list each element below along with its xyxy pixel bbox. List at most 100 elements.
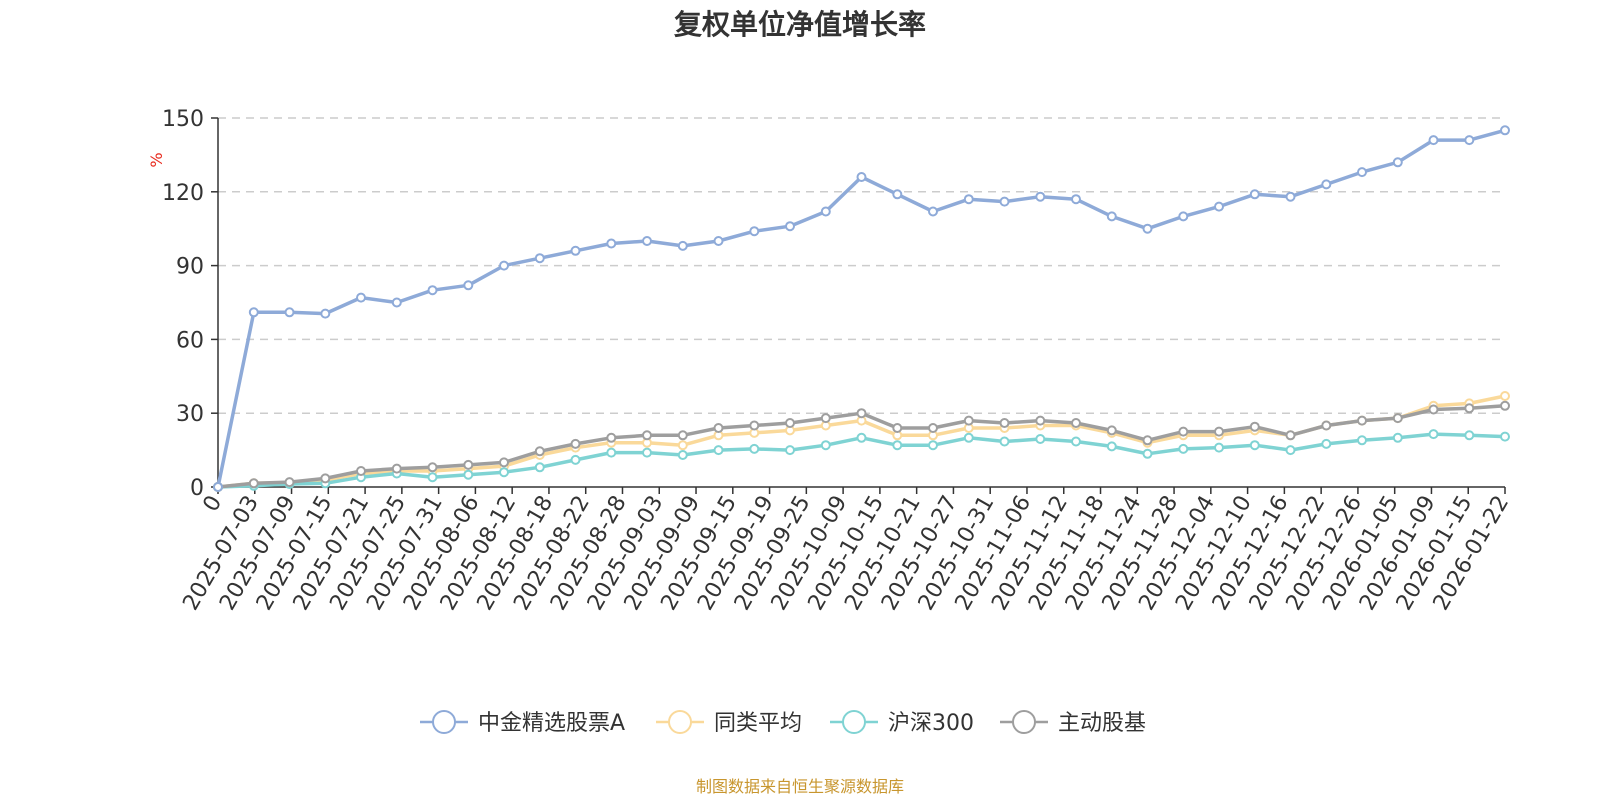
data-point bbox=[1249, 189, 1260, 200]
data-point bbox=[1071, 194, 1081, 205]
data-point bbox=[642, 236, 652, 246]
series-2 bbox=[213, 429, 1510, 492]
axes bbox=[217, 118, 1505, 488]
data-point bbox=[1321, 438, 1332, 449]
data-point bbox=[1214, 442, 1224, 453]
data-point bbox=[928, 206, 938, 217]
data-point bbox=[463, 280, 474, 291]
y-tick-label: 150 bbox=[162, 107, 204, 132]
grid-lines bbox=[218, 117, 1505, 414]
data-point bbox=[856, 432, 867, 443]
data-point bbox=[963, 415, 974, 426]
data-point bbox=[1035, 434, 1046, 444]
legend-marker bbox=[842, 710, 866, 734]
data-point bbox=[606, 238, 617, 249]
chart-title: 复权单位净值增长率 bbox=[674, 8, 926, 41]
data-point bbox=[1285, 191, 1296, 202]
data-point bbox=[1035, 191, 1046, 202]
legend-marker bbox=[668, 710, 692, 734]
data-point bbox=[1249, 421, 1260, 432]
data-point bbox=[427, 472, 438, 483]
data-point bbox=[1214, 426, 1224, 437]
data-point bbox=[463, 469, 474, 480]
data-point bbox=[427, 462, 438, 473]
data-point bbox=[713, 423, 724, 433]
data-point bbox=[1357, 167, 1367, 178]
data-point bbox=[1428, 429, 1439, 440]
data-point bbox=[1285, 445, 1296, 456]
y-tick-label: 60 bbox=[176, 328, 204, 353]
data-point bbox=[284, 307, 295, 318]
legend-label: 同类平均 bbox=[714, 711, 802, 736]
data-point bbox=[892, 423, 903, 433]
data-point bbox=[892, 440, 903, 451]
legend-marker bbox=[1012, 710, 1036, 734]
data-point bbox=[1178, 426, 1189, 437]
data-point bbox=[248, 307, 259, 318]
y-tick-label: 90 bbox=[176, 255, 204, 280]
data-point bbox=[999, 196, 1010, 207]
legend-item[interactable]: 沪深300 bbox=[830, 710, 974, 736]
data-point bbox=[1464, 135, 1475, 146]
data-point bbox=[570, 245, 581, 256]
data-point bbox=[820, 413, 831, 424]
data-point bbox=[928, 440, 938, 451]
legend-label: 沪深300 bbox=[888, 711, 974, 736]
data-point bbox=[749, 443, 760, 454]
y-unit-label: % bbox=[147, 152, 166, 167]
data-point bbox=[1106, 425, 1117, 436]
data-point bbox=[1464, 403, 1475, 414]
data-point bbox=[785, 445, 795, 456]
legend-label: 中金精选股票A bbox=[478, 711, 625, 736]
data-point bbox=[963, 194, 974, 205]
data-point bbox=[928, 423, 938, 433]
data-point bbox=[1500, 400, 1510, 411]
data-point bbox=[1428, 135, 1439, 146]
series-0 bbox=[213, 125, 1510, 492]
data-point bbox=[1392, 432, 1403, 443]
data-point bbox=[642, 430, 652, 441]
data-point bbox=[499, 467, 509, 478]
y-axis-ticks: 0 30 60 90 120 150 bbox=[162, 107, 218, 501]
data-point bbox=[1500, 431, 1510, 442]
data-point bbox=[534, 253, 545, 264]
data-point bbox=[320, 473, 331, 484]
data-point bbox=[534, 462, 545, 473]
data-point bbox=[570, 454, 581, 465]
data-point bbox=[606, 432, 617, 443]
data-point bbox=[391, 463, 402, 474]
data-point bbox=[1464, 430, 1475, 441]
y-tick-label: 0 bbox=[190, 476, 204, 501]
data-point bbox=[1500, 391, 1510, 401]
series-3 bbox=[213, 400, 1510, 492]
data-point bbox=[820, 206, 831, 217]
data-point bbox=[749, 420, 760, 431]
data-point bbox=[1071, 418, 1081, 428]
data-point bbox=[892, 189, 903, 200]
data-point bbox=[999, 418, 1010, 428]
data-point bbox=[1321, 179, 1332, 190]
legend-item[interactable]: 同类平均 bbox=[656, 710, 802, 736]
data-point bbox=[356, 466, 366, 476]
data-point bbox=[1428, 404, 1439, 415]
data-point bbox=[320, 308, 331, 319]
y-tick-label: 120 bbox=[162, 181, 204, 206]
data-point bbox=[1285, 430, 1296, 441]
data-point bbox=[963, 432, 974, 443]
data-point bbox=[499, 457, 509, 468]
legend-item[interactable]: 中金精选股票A bbox=[420, 710, 625, 736]
data-point bbox=[749, 226, 760, 237]
data-point bbox=[284, 477, 295, 488]
legend-item[interactable]: 主动股基 bbox=[1000, 710, 1146, 736]
legend: 中金精选股票A 同类平均 沪深300 主动股基 bbox=[420, 710, 1146, 736]
data-point bbox=[427, 285, 438, 296]
data-point bbox=[677, 430, 688, 441]
series-lines bbox=[213, 125, 1510, 492]
data-point bbox=[1357, 415, 1367, 426]
data-point bbox=[606, 447, 617, 458]
data-point bbox=[463, 459, 474, 470]
data-point bbox=[713, 236, 724, 246]
data-point bbox=[499, 260, 509, 271]
legend-marker bbox=[432, 710, 456, 734]
